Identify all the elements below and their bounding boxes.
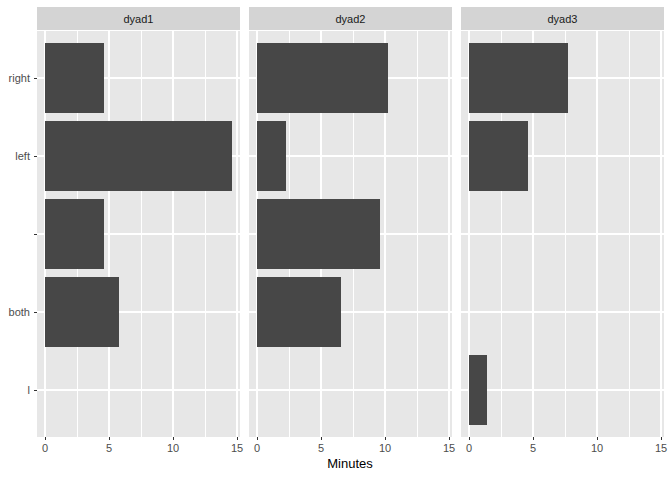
- panel: [461, 31, 664, 437]
- strip-label: dyad2: [336, 13, 366, 25]
- panel: [37, 31, 240, 437]
- x-tick: [597, 437, 598, 440]
- x-tick-label: 5: [318, 442, 324, 454]
- y-tick: [34, 234, 37, 235]
- bar: [45, 199, 104, 269]
- y-tick: [34, 390, 37, 391]
- strip-label: dyad3: [548, 13, 578, 25]
- x-tick: [237, 437, 238, 440]
- x-tick: [321, 437, 322, 440]
- x-tick-label: 5: [106, 442, 112, 454]
- gridline-major-h: [461, 389, 664, 391]
- gridline-major-h: [461, 311, 664, 313]
- facet-strip: dyad1: [37, 7, 240, 30]
- bar: [469, 121, 528, 191]
- y-tick-label: right: [0, 72, 30, 84]
- x-axis-title: Minutes: [327, 456, 373, 471]
- gridline-major-h: [461, 233, 664, 235]
- gridline-major-h: [37, 389, 240, 391]
- bar: [469, 43, 568, 113]
- bar: [257, 199, 380, 269]
- y-tick-label: l: [0, 384, 30, 396]
- x-tick: [469, 437, 470, 440]
- y-tick: [34, 312, 37, 313]
- bar: [45, 43, 104, 113]
- gridline-major-h: [249, 389, 452, 391]
- bar: [257, 43, 388, 113]
- x-tick-label: 15: [231, 442, 243, 454]
- panel: [249, 31, 452, 437]
- x-tick: [385, 437, 386, 440]
- x-tick-label: 0: [254, 442, 260, 454]
- y-tick-label: both: [0, 306, 30, 318]
- facet-strip: dyad2: [249, 7, 452, 30]
- strip-label: dyad1: [124, 13, 154, 25]
- x-tick-label: 15: [655, 442, 667, 454]
- x-tick: [173, 437, 174, 440]
- x-tick: [45, 437, 46, 440]
- y-tick: [34, 78, 37, 79]
- facet-strip: dyad3: [461, 7, 664, 30]
- bar: [257, 121, 286, 191]
- bar: [45, 121, 232, 191]
- bar: [257, 277, 341, 347]
- y-tick-label: left: [0, 150, 30, 162]
- x-tick-label: 10: [167, 442, 179, 454]
- x-tick-label: 0: [42, 442, 48, 454]
- x-tick-label: 5: [530, 442, 536, 454]
- x-tick: [661, 437, 662, 440]
- bar: [45, 277, 119, 347]
- x-tick-label: 10: [379, 442, 391, 454]
- x-tick: [257, 437, 258, 440]
- y-tick: [34, 156, 37, 157]
- bar: [469, 355, 487, 425]
- x-tick-label: 0: [466, 442, 472, 454]
- x-tick: [449, 437, 450, 440]
- x-tick: [533, 437, 534, 440]
- chart-figure: Minutes dyad1 0 5 10 15 dyad2 0 5 10 15 dyad3 0 5 10 1…: [0, 0, 672, 480]
- x-tick-label: 10: [591, 442, 603, 454]
- x-tick: [109, 437, 110, 440]
- x-tick-label: 15: [443, 442, 455, 454]
